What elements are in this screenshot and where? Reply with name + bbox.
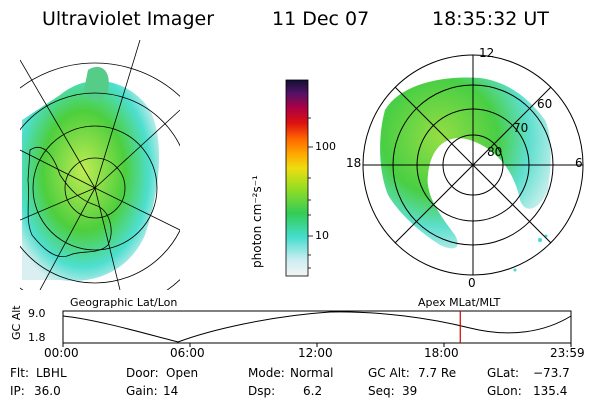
dsp-value: 6.2 <box>303 384 323 398</box>
gain-label: Gain: <box>126 384 158 398</box>
geo-aurora-region <box>22 80 160 281</box>
ip-label: IP: <box>10 384 25 398</box>
polar-aurora-region <box>380 77 551 249</box>
seq-label: Seq: <box>368 384 395 398</box>
time-tick-1800: 18:00 <box>424 346 459 360</box>
mode-label: Mode: <box>248 366 285 380</box>
colorbar-scale <box>285 79 309 277</box>
time-tick-0600: 06:00 <box>170 346 205 360</box>
polar-mlt-plot <box>362 54 584 276</box>
gcalt-value: 7.7 Re <box>418 366 457 380</box>
image-time: 18:35:32 UT <box>432 8 549 30</box>
continent-outline <box>27 147 112 257</box>
image-date: 11 Dec 07 <box>272 8 370 30</box>
flt-label: Flt: <box>10 366 29 380</box>
instrument-title: Ultraviolet Imager <box>42 8 215 30</box>
gcalt-label: GC Alt: <box>368 366 410 380</box>
time-tick-2359: 23:59 <box>550 346 585 360</box>
door-label: Door: <box>126 366 159 380</box>
mode-value: Normal <box>290 366 334 380</box>
glon-value: 135.4 <box>533 384 568 398</box>
geographic-label: Geographic Lat/Lon <box>70 296 178 309</box>
glat-label: GLat: <box>487 366 520 380</box>
time-tick-1200: 12:00 <box>298 346 333 360</box>
glon-label: GLon: <box>487 384 522 398</box>
gc-alt-curve <box>62 311 572 343</box>
lat-label-70: 70 <box>513 121 529 135</box>
timeline-frame <box>62 310 572 344</box>
ip-value: 36.0 <box>34 384 61 398</box>
gain-value: 14 <box>163 384 179 398</box>
apex-label: Apex MLat/MLT <box>418 296 501 309</box>
flt-value: LBHL <box>36 366 67 380</box>
mlt-label-0: 0 <box>468 276 476 290</box>
glat-value: −73.7 <box>533 366 570 380</box>
dsp-label: Dsp: <box>248 384 276 398</box>
door-value: Open <box>166 366 199 380</box>
seq-value: 39 <box>402 384 418 398</box>
gc-alt-tick-max: 9.0 <box>28 307 46 320</box>
gc-alt-tick-min: 1.8 <box>28 331 46 344</box>
mlt-label-6: 6 <box>575 156 583 170</box>
lat-label-60: 60 <box>537 97 553 111</box>
gc-alt-axis-label: GC Alt <box>10 305 23 340</box>
mlt-label-18: 18 <box>346 156 362 170</box>
colorbar-unit-label: photon cm⁻²s⁻¹ <box>250 175 264 268</box>
mlt-label-12: 12 <box>479 46 495 60</box>
time-tick-0000: 00:00 <box>44 346 79 360</box>
colorbar-tick-10: 10 <box>315 229 329 242</box>
lat-label-80: 80 <box>487 145 503 159</box>
colorbar-tick-100: 100 <box>315 140 336 153</box>
